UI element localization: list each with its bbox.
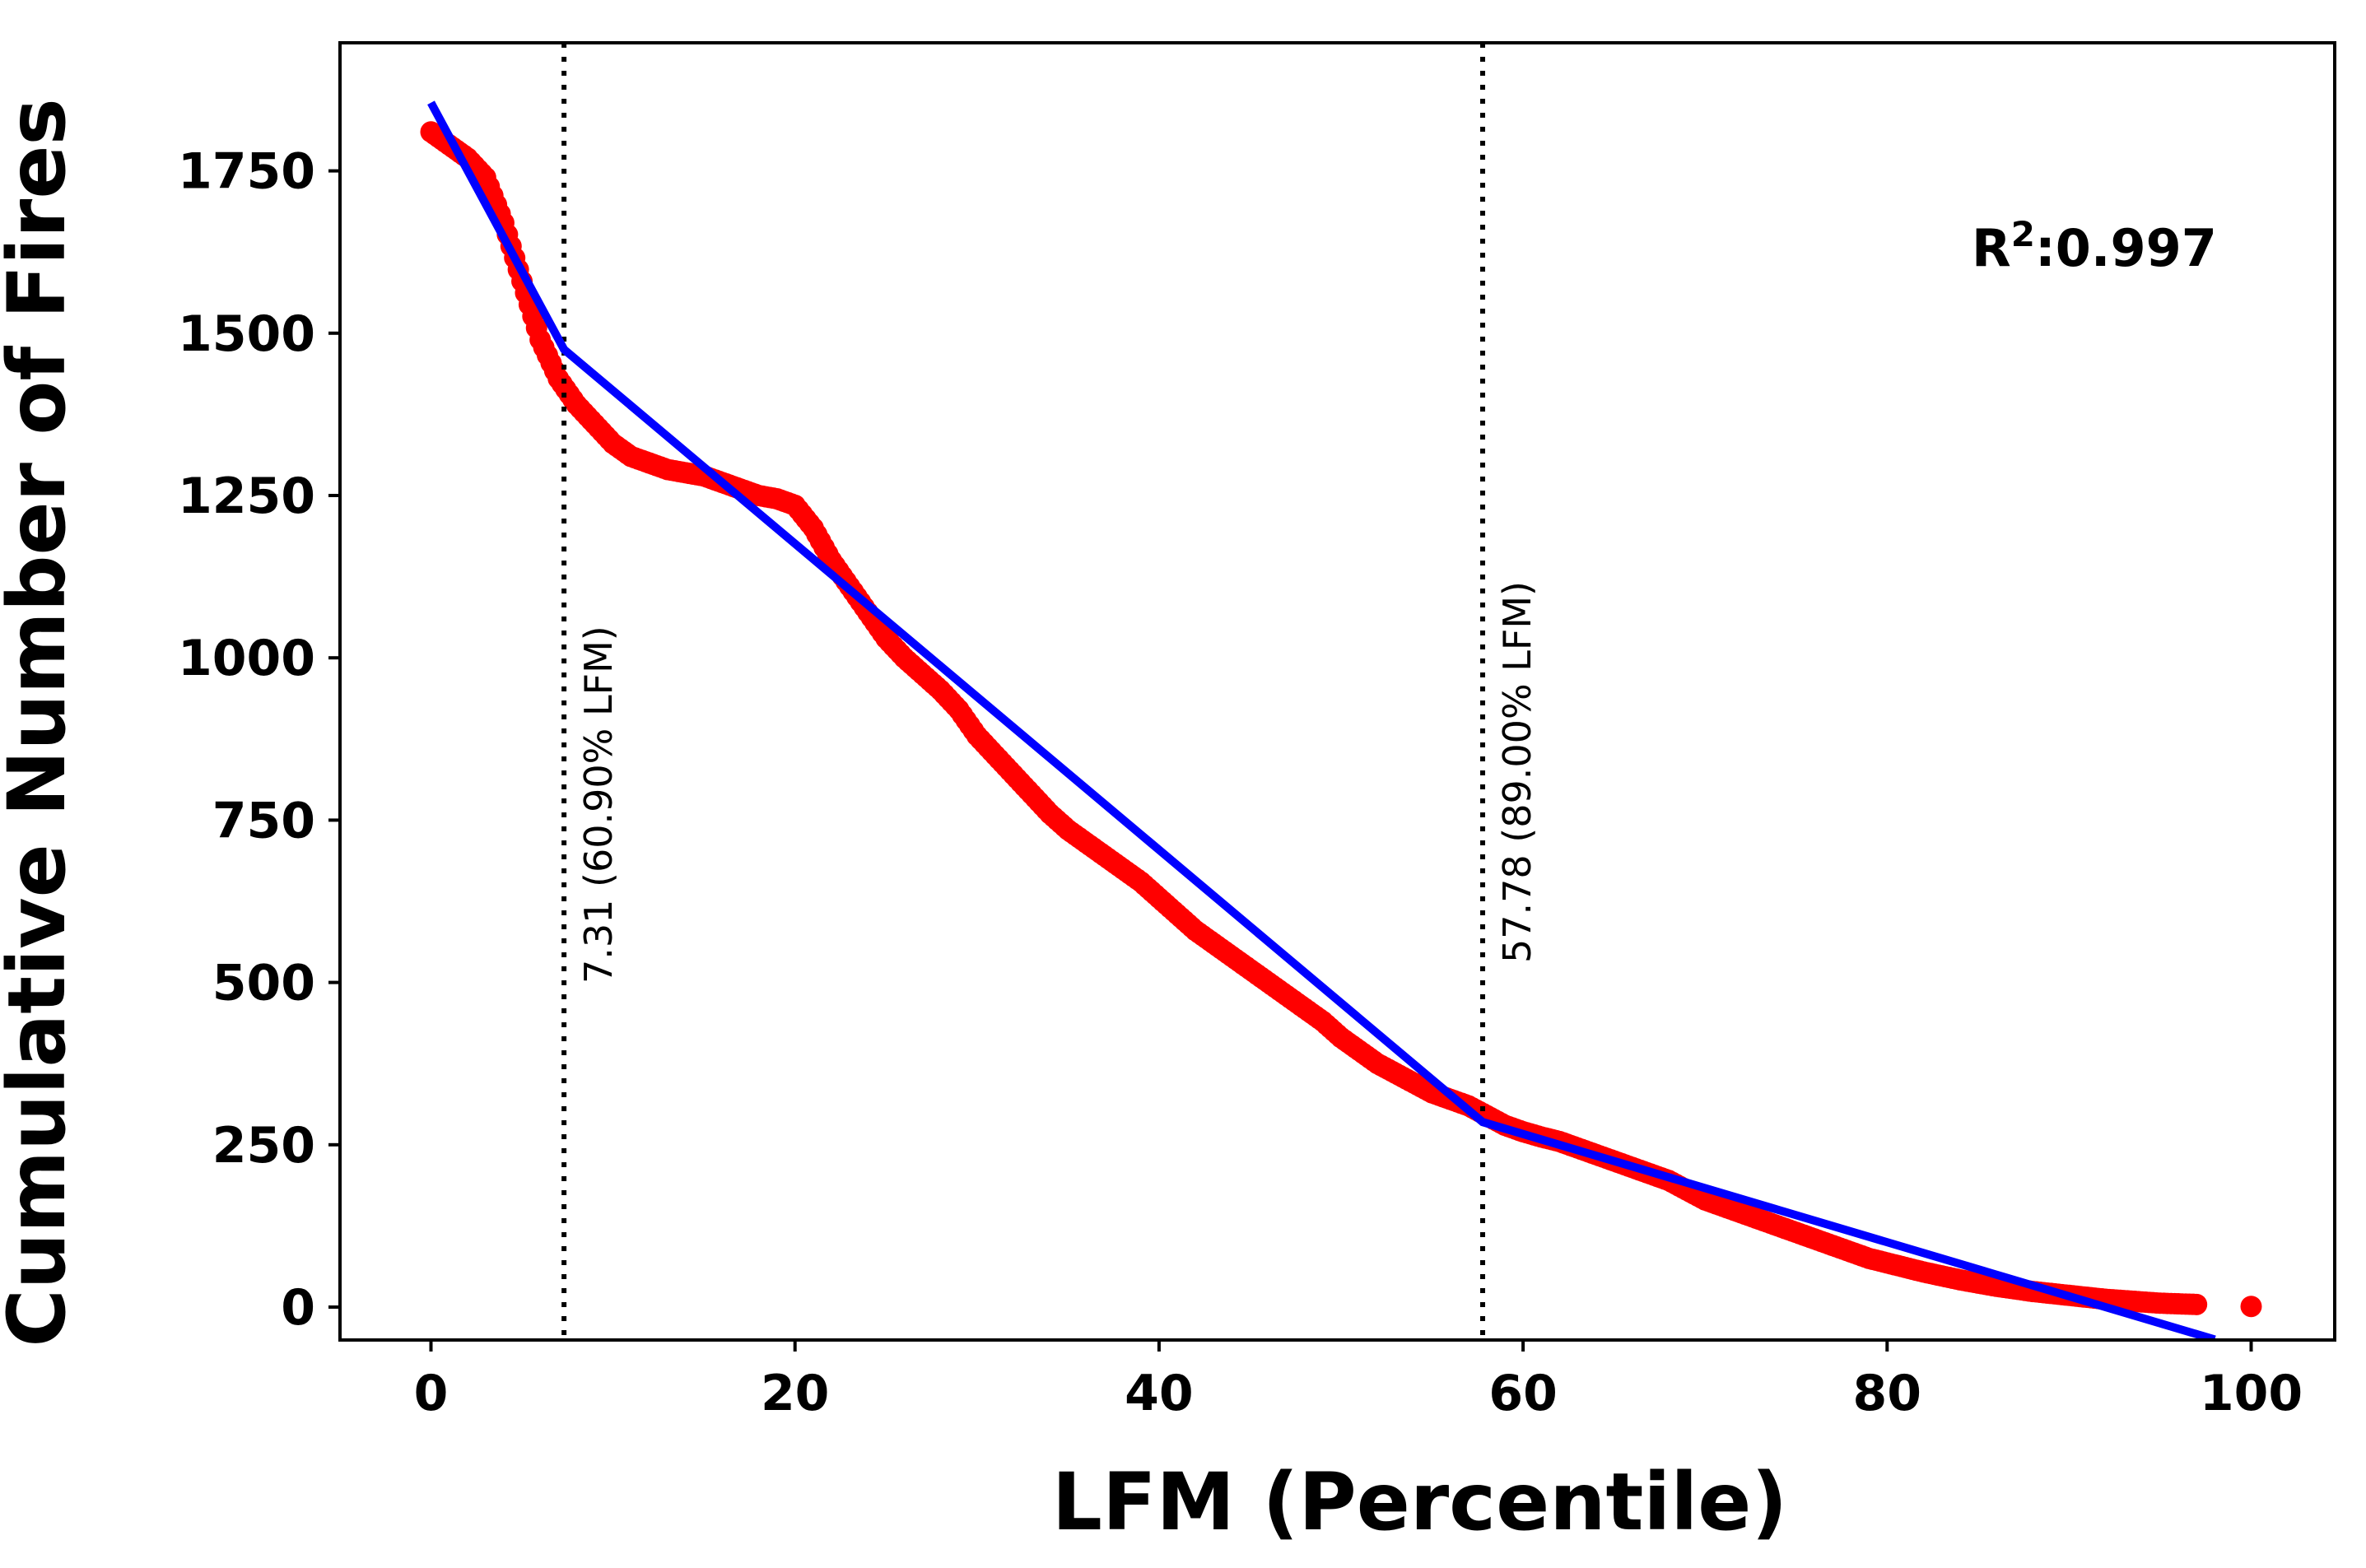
y-tick-label: 250: [212, 1117, 315, 1175]
breakpoint-label-1: 7.31 (60.90% LFM): [576, 626, 621, 984]
x-tick-label: 80: [1853, 1365, 1922, 1422]
fit-line: [427, 100, 2216, 1340]
x-axis-label: LFM (Percentile): [1052, 1456, 1787, 1548]
breakpoint-lines: 7.31 (60.90% LFM) 57.78 (89.00% LFM): [561, 43, 1539, 1340]
r2-annotation: R2:0.997: [1972, 214, 2217, 278]
data-point: [2240, 1296, 2262, 1318]
y-tick-label: 1000: [178, 630, 315, 687]
x-tick-label: 20: [761, 1365, 830, 1422]
fit-line-layer: [427, 100, 2216, 1340]
y-tick-label: 750: [212, 792, 315, 849]
y-axis-label: Cumulative Number of Fires: [0, 98, 83, 1347]
breakpoint-label-2: 57.78 (89.00% LFM): [1495, 581, 1539, 963]
r2-superscript: 2: [2011, 214, 2035, 254]
y-tick-label: 0: [281, 1279, 315, 1337]
observed-points: [420, 121, 2262, 1318]
x-tick-label: 60: [1488, 1365, 1558, 1422]
x-tick-label: 40: [1125, 1365, 1194, 1422]
x-tick-label: 0: [414, 1365, 449, 1422]
r2-value: :0.997: [2035, 218, 2217, 278]
y-tick-label: 1500: [178, 305, 315, 363]
y-tick-label: 1250: [178, 468, 315, 525]
r2-prefix: R: [1972, 218, 2011, 278]
plot-frame: [338, 41, 2336, 1342]
y-tick-label: 500: [212, 955, 315, 1012]
x-tick-label: 100: [2200, 1365, 2303, 1422]
y-tick-label: 1750: [178, 143, 315, 201]
data-point: [2186, 1293, 2208, 1315]
